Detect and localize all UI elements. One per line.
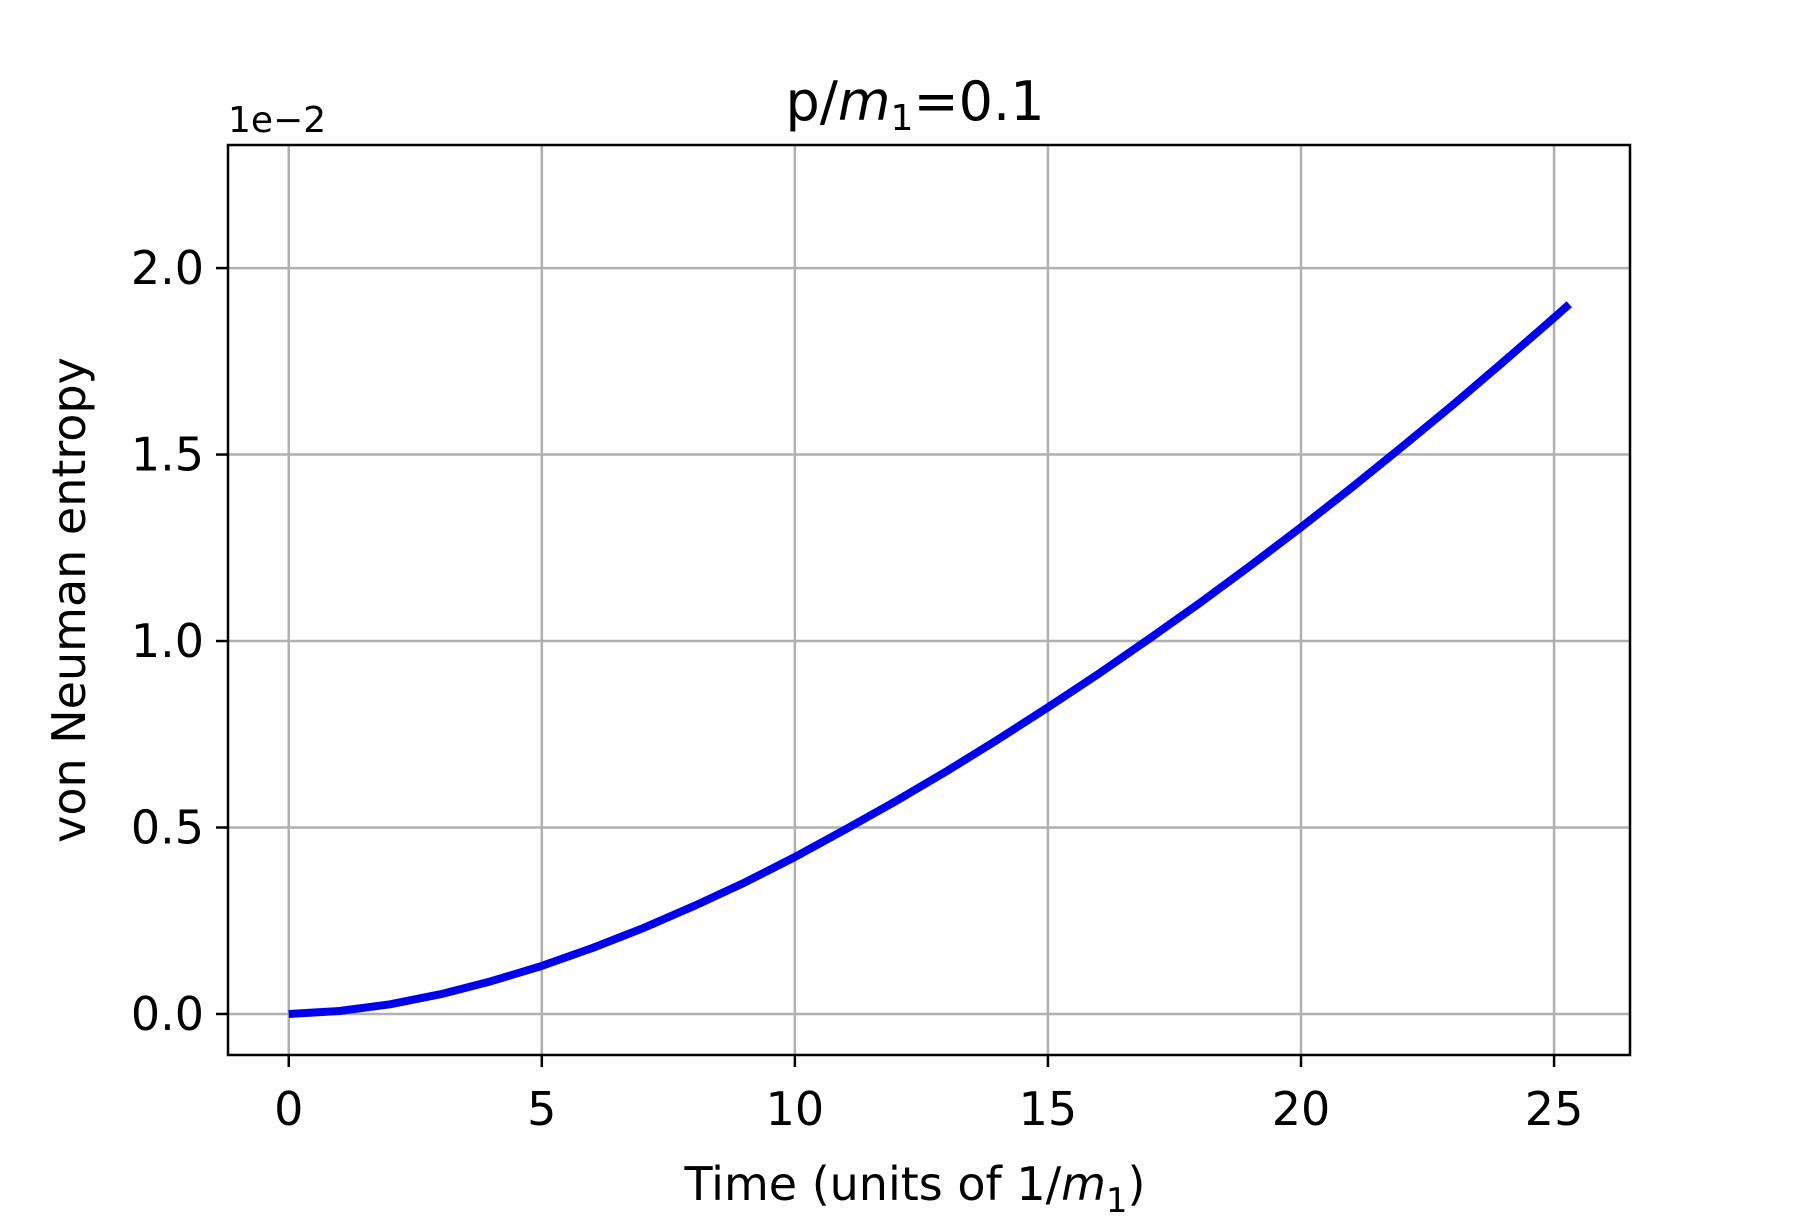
plot-frame xyxy=(226,143,1632,1057)
chart-title: p/m1=0.1 xyxy=(785,70,1044,139)
entropy-series-line xyxy=(288,301,1572,1018)
y-axis-label: von Neuman entropy xyxy=(42,357,96,843)
x-axis-label: Time (units of 1/m1) xyxy=(684,1157,1146,1221)
x-tick-label: 20 xyxy=(1272,1082,1331,1136)
x-tick-label: 15 xyxy=(1019,1082,1078,1136)
y-tick-label: 1.5 xyxy=(131,428,204,482)
y-tick-label: 0.0 xyxy=(131,987,204,1041)
grid xyxy=(228,145,1630,1055)
y-tick-label: 0.5 xyxy=(131,801,204,855)
x-tick-label: 5 xyxy=(527,1082,556,1136)
ticks: 0 5 10 15 20 25 0.0 0.5 1.0 1.5 2.0 xyxy=(131,241,1584,1136)
y-tick-label: 2.0 xyxy=(131,241,204,295)
x-tick-label: 0 xyxy=(274,1082,303,1136)
x-tick-label: 25 xyxy=(1525,1082,1584,1136)
x-tick-label: 10 xyxy=(766,1082,825,1136)
y-tick-label: 1.0 xyxy=(131,614,204,668)
y-offset-label: 1e−2 xyxy=(228,100,326,141)
series-layer xyxy=(288,301,1572,1018)
